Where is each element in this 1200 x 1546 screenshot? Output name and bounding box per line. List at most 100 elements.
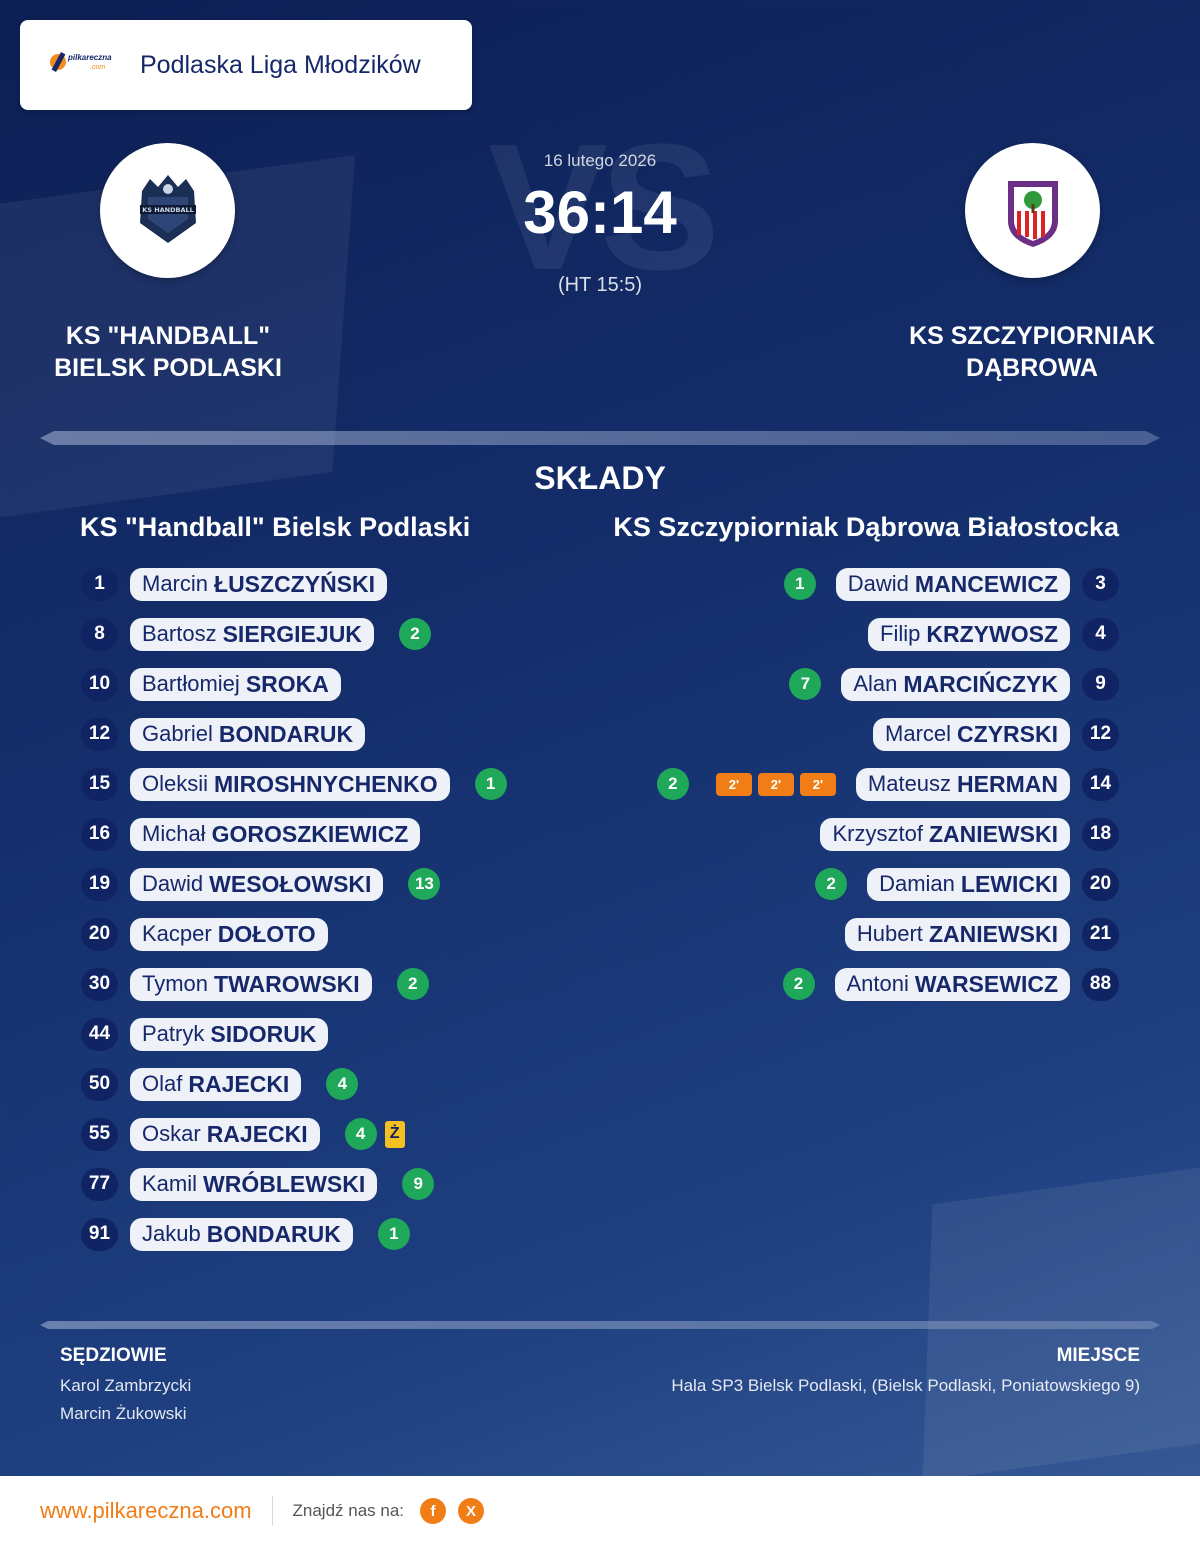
home-team-name: KS "HANDBALL" BIELSK PODLASKI xyxy=(54,322,282,382)
divider xyxy=(40,1321,1160,1329)
facebook-icon[interactable]: f xyxy=(420,1498,447,1524)
player-row[interactable]: 55 Oskar RAJECKI 4 Ż xyxy=(81,1109,507,1159)
player-name[interactable]: Michał GOROSZKIEWICZ xyxy=(130,817,421,851)
player-name[interactable]: Dawid MANCEWICZ xyxy=(835,567,1070,601)
player-row[interactable]: 2 2' 2' 2' Mateusz HERMAN 14 xyxy=(656,759,1119,809)
player-first-name: Patryk xyxy=(142,1021,205,1046)
player-name[interactable]: Bartosz SIERGIEJUK xyxy=(130,617,374,651)
player-last-name: WRÓBLEWSKI xyxy=(203,1170,366,1197)
player-last-name: TWAROWSKI xyxy=(214,970,360,997)
footer-separator xyxy=(271,1496,273,1526)
player-name[interactable]: Mateusz HERMAN xyxy=(855,767,1070,801)
background-shape xyxy=(922,1158,1200,1482)
vs-watermark: VS xyxy=(487,107,720,308)
player-number: 12 xyxy=(81,717,118,751)
player-number: 4 xyxy=(1082,617,1119,651)
player-row[interactable]: 91 Jakub BONDARUK 1 xyxy=(81,1209,507,1259)
player-row[interactable]: 10 Bartłomiej SROKA xyxy=(81,659,507,709)
player-last-name: WESOŁOWSKI xyxy=(209,870,372,897)
goals-badge: 1 xyxy=(474,768,507,800)
player-row[interactable]: 16 Michał GOROSZKIEWICZ xyxy=(81,809,507,859)
player-first-name: Dawid xyxy=(142,871,204,896)
player-name[interactable]: Marcel CZYRSKI xyxy=(873,717,1070,751)
player-first-name: Alan xyxy=(853,671,898,696)
player-row[interactable]: 12 Gabriel BONDARUK xyxy=(81,709,507,759)
player-last-name: ZANIEWSKI xyxy=(928,920,1058,947)
league-name: Podlaska Liga Młodzików xyxy=(140,50,421,79)
svg-text:KS HANDBALL: KS HANDBALL xyxy=(142,206,194,214)
goals-badge: 4 xyxy=(344,1118,377,1150)
league-header[interactable]: pilkareczna .com Podlaska Liga Młodzików xyxy=(20,20,472,110)
player-row[interactable]: 1 Marcin ŁUSZCZYŃSKI xyxy=(81,559,507,609)
player-name[interactable]: Olaf RAJECKI xyxy=(130,1067,302,1101)
player-first-name: Marcel xyxy=(885,721,952,746)
player-row[interactable]: Krzysztof ZANIEWSKI 18 xyxy=(657,809,1119,859)
player-row[interactable]: 2 Antoni WARSEWICZ 88 xyxy=(657,959,1119,1009)
player-row[interactable]: 2 Damian LEWICKI 20 xyxy=(657,859,1119,909)
player-name[interactable]: Gabriel BONDARUK xyxy=(130,717,366,751)
player-name[interactable]: Kamil WRÓBLEWSKI xyxy=(130,1167,378,1201)
player-name[interactable]: Kacper DOŁOTO xyxy=(130,917,328,951)
goals-badge: 1 xyxy=(783,568,816,600)
player-name[interactable]: Damian LEWICKI xyxy=(867,867,1070,901)
player-name[interactable]: Alan MARCIŃCZYK xyxy=(841,667,1070,701)
player-name[interactable]: Jakub BONDARUK xyxy=(130,1217,353,1251)
goals-badge: 2 xyxy=(656,768,689,800)
goals-badge: 1 xyxy=(377,1218,410,1250)
player-row[interactable]: 20 Kacper DOŁOTO xyxy=(81,909,507,959)
szczypiorniak-crest-icon xyxy=(1007,180,1058,247)
player-last-name: SIERGIEJUK xyxy=(222,620,362,647)
player-name[interactable]: Tymon TWAROWSKI xyxy=(130,967,372,1001)
player-number: 14 xyxy=(1082,767,1119,801)
player-first-name: Bartłomiej xyxy=(142,671,240,696)
player-first-name: Antoni xyxy=(846,971,909,996)
player-last-name: RAJECKI xyxy=(206,1120,308,1147)
player-first-name: Gabriel xyxy=(142,721,213,746)
goals-badge: 2 xyxy=(398,618,431,650)
player-first-name: Dawid xyxy=(847,571,909,596)
player-last-name: CZYRSKI xyxy=(957,720,1058,747)
player-last-name: RAJECKI xyxy=(188,1070,290,1097)
player-last-name: GOROSZKIEWICZ xyxy=(211,820,409,847)
player-number: 8 xyxy=(81,617,118,651)
player-row[interactable]: 15 Oleksii MIROSHNYCHENKO 1 xyxy=(81,759,507,809)
player-first-name: Oleksii xyxy=(142,771,209,796)
player-number: 20 xyxy=(81,917,118,951)
player-first-name: Bartosz xyxy=(142,621,217,646)
player-name[interactable]: Bartłomiej SROKA xyxy=(130,667,341,701)
player-row[interactable]: 8 Bartosz SIERGIEJUK 2 xyxy=(81,609,507,659)
player-row[interactable]: 77 Kamil WRÓBLEWSKI 9 xyxy=(81,1159,507,1209)
player-name[interactable]: Dawid WESOŁOWSKI xyxy=(130,867,384,901)
player-name[interactable]: Marcin ŁUSZCZYŃSKI xyxy=(130,567,388,601)
player-row[interactable]: 44 Patryk SIDORUK xyxy=(81,1009,507,1059)
player-name[interactable]: Hubert ZANIEWSKI xyxy=(844,917,1070,951)
player-row[interactable]: 1 Dawid MANCEWICZ 3 xyxy=(657,559,1119,609)
player-row[interactable]: Filip KRZYWOSZ 4 xyxy=(657,609,1119,659)
player-row[interactable]: 19 Dawid WESOŁOWSKI 13 xyxy=(81,859,507,909)
player-name[interactable]: Patryk SIDORUK xyxy=(130,1017,329,1051)
player-number: 91 xyxy=(81,1217,118,1251)
player-name[interactable]: Antoni WARSEWICZ xyxy=(834,967,1070,1001)
player-row[interactable]: Marcel CZYRSKI 12 xyxy=(657,709,1119,759)
website-link[interactable]: www.pilkareczna.com xyxy=(40,1498,252,1523)
player-name[interactable]: Krzysztof ZANIEWSKI xyxy=(820,817,1070,851)
player-name[interactable]: Oleksii MIROSHNYCHENKO xyxy=(130,767,450,801)
goals-badge: 2 xyxy=(782,968,815,1000)
referee-name: Karol Zambrzycki xyxy=(60,1376,192,1395)
player-first-name: Michał xyxy=(142,821,206,846)
player-last-name: BONDARUK xyxy=(218,720,354,747)
player-number: 88 xyxy=(1082,967,1119,1001)
goals-badge: 13 xyxy=(408,868,441,900)
player-row[interactable]: Hubert ZANIEWSKI 21 xyxy=(657,909,1119,959)
player-number: 55 xyxy=(81,1117,118,1151)
player-number: 18 xyxy=(1082,817,1119,851)
venue-title: MIEJSCE xyxy=(1056,1345,1140,1366)
x-icon[interactable]: X xyxy=(458,1498,485,1524)
home-team-crest: KS HANDBALL xyxy=(100,143,235,278)
player-row[interactable]: 7 Alan MARCIŃCZYK 9 xyxy=(657,659,1119,709)
player-row[interactable]: 30 Tymon TWAROWSKI 2 xyxy=(81,959,507,1009)
player-name[interactable]: Filip KRZYWOSZ xyxy=(868,617,1070,651)
player-name[interactable]: Oskar RAJECKI xyxy=(130,1117,320,1151)
player-row[interactable]: 50 Olaf RAJECKI 4 xyxy=(81,1059,507,1109)
referees-title: SĘDZIOWIE xyxy=(60,1345,167,1366)
